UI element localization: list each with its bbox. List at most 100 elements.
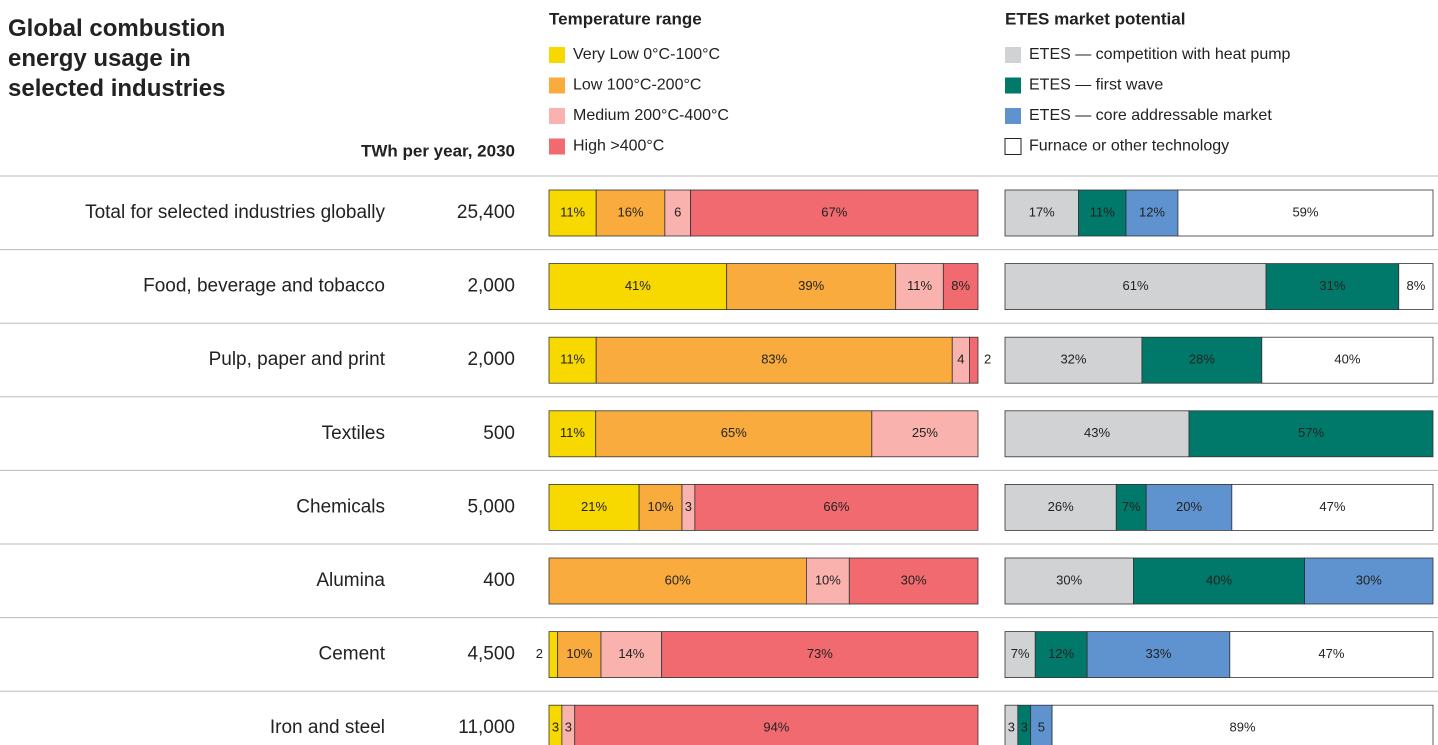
- data-label: 59%: [1292, 204, 1318, 219]
- data-label: 6: [674, 204, 681, 219]
- legend-swatch: [1005, 77, 1021, 94]
- bar-segment: [1231, 483, 1434, 531]
- data-label: 33%: [1145, 646, 1171, 661]
- category-label: Food, beverage and tobacco: [143, 276, 385, 297]
- total-label: 2,000: [467, 349, 515, 370]
- data-label: 10%: [566, 646, 592, 661]
- legend-swatch: [1005, 47, 1021, 63]
- legend-title: Temperature range: [549, 9, 702, 28]
- data-label: 67%: [821, 204, 847, 219]
- bar-segment: [1125, 189, 1179, 237]
- total-label: 5,000: [467, 496, 515, 517]
- bar-segment: [664, 189, 691, 237]
- bar-segment: [1398, 263, 1434, 311]
- column-header: TWh per year, 2030: [361, 141, 515, 160]
- bar-segment: [1086, 631, 1231, 678]
- data-label: 57%: [1298, 425, 1324, 440]
- bar-segment: [1078, 189, 1127, 237]
- data-label: 30%: [1356, 572, 1382, 587]
- bar-segment: [942, 263, 979, 311]
- legend-swatch: [549, 47, 565, 63]
- data-label: 16%: [617, 204, 643, 219]
- category-label: Cement: [318, 644, 385, 665]
- bar-segment: [1141, 336, 1263, 384]
- total-label: 25,400: [457, 202, 515, 223]
- bar-segment: [600, 631, 663, 678]
- data-label: 11%: [560, 204, 585, 219]
- bar-segment: [806, 557, 850, 605]
- data-label: 8%: [1406, 278, 1425, 293]
- data-label: 47%: [1318, 646, 1344, 661]
- bar-segment: [548, 483, 640, 531]
- bar-segment: [1004, 483, 1117, 531]
- data-label: 30%: [1056, 572, 1082, 587]
- bar-segment: [969, 336, 979, 384]
- data-label: 28%: [1189, 352, 1215, 367]
- category-label: Alumina: [316, 570, 385, 591]
- bar-segment: [1304, 557, 1434, 605]
- data-label: 3: [1008, 720, 1015, 735]
- data-label: 39%: [798, 278, 824, 293]
- bar-segment: [1004, 410, 1190, 458]
- data-label: 21%: [581, 499, 607, 514]
- data-label: 83%: [761, 352, 787, 367]
- data-label: 3: [1021, 720, 1028, 735]
- data-label: 60%: [665, 572, 691, 587]
- data-label: 30%: [901, 572, 927, 587]
- data-label: 7%: [1122, 499, 1141, 514]
- bar-segment: [848, 557, 979, 605]
- bar-segment: [1051, 704, 1434, 745]
- legend-label: ETES — competition with heat pump: [1029, 46, 1291, 63]
- legend-swatch: [549, 138, 565, 155]
- bar-segment: [690, 189, 979, 237]
- legend-label: High >400°C: [573, 138, 664, 155]
- bar-segment: [1004, 189, 1079, 237]
- legend-label: Medium 200°C-400°C: [573, 107, 729, 124]
- data-label: 41%: [625, 278, 651, 293]
- data-label: 31%: [1319, 278, 1345, 293]
- data-label: 3: [552, 720, 559, 735]
- category-label: Chemicals: [296, 496, 385, 517]
- bar-segment: [694, 483, 979, 531]
- bar-segment: [1145, 483, 1233, 531]
- data-label: 10%: [815, 572, 841, 587]
- data-label: 89%: [1230, 720, 1256, 735]
- legend-swatch: [549, 108, 565, 124]
- bar-segment: [595, 410, 873, 458]
- legend-swatch: [549, 77, 565, 94]
- bar-segment: [548, 410, 597, 458]
- bar-segment: [548, 631, 559, 678]
- bar-segment: [895, 263, 944, 311]
- bar-segment: [548, 336, 597, 384]
- data-label: 26%: [1048, 499, 1074, 514]
- legend-title: ETES market potential: [1005, 9, 1185, 28]
- data-label: 94%: [763, 720, 789, 735]
- data-label: 3: [685, 499, 692, 514]
- legend-swatch: [1005, 108, 1021, 124]
- total-label: 400: [483, 570, 515, 591]
- legend-label: Low 100°C-200°C: [573, 77, 701, 94]
- bar-segment: [595, 189, 666, 237]
- legend-label: ETES — first wave: [1029, 77, 1163, 94]
- bar-segment: [1004, 557, 1134, 605]
- category-label: Textiles: [322, 423, 385, 444]
- data-label: 73%: [807, 646, 833, 661]
- data-label: 14%: [618, 646, 644, 661]
- data-label: 12%: [1048, 646, 1074, 661]
- data-label: 2: [536, 646, 543, 661]
- data-label: 32%: [1060, 352, 1086, 367]
- data-label: 61%: [1123, 278, 1149, 293]
- data-label: 5: [1038, 720, 1045, 735]
- bar-segment: [1177, 189, 1434, 237]
- bar-segment: [595, 336, 953, 384]
- data-label: 11%: [560, 352, 585, 367]
- data-label: 11%: [560, 425, 585, 440]
- legend-label: Very Low 0°C-100°C: [573, 46, 720, 63]
- bar-segment: [548, 189, 597, 237]
- data-label: 10%: [648, 499, 674, 514]
- bar-segment: [1265, 263, 1400, 311]
- bar-segment: [1188, 410, 1434, 458]
- data-label: 20%: [1176, 499, 1202, 514]
- bar-segment: [661, 631, 979, 678]
